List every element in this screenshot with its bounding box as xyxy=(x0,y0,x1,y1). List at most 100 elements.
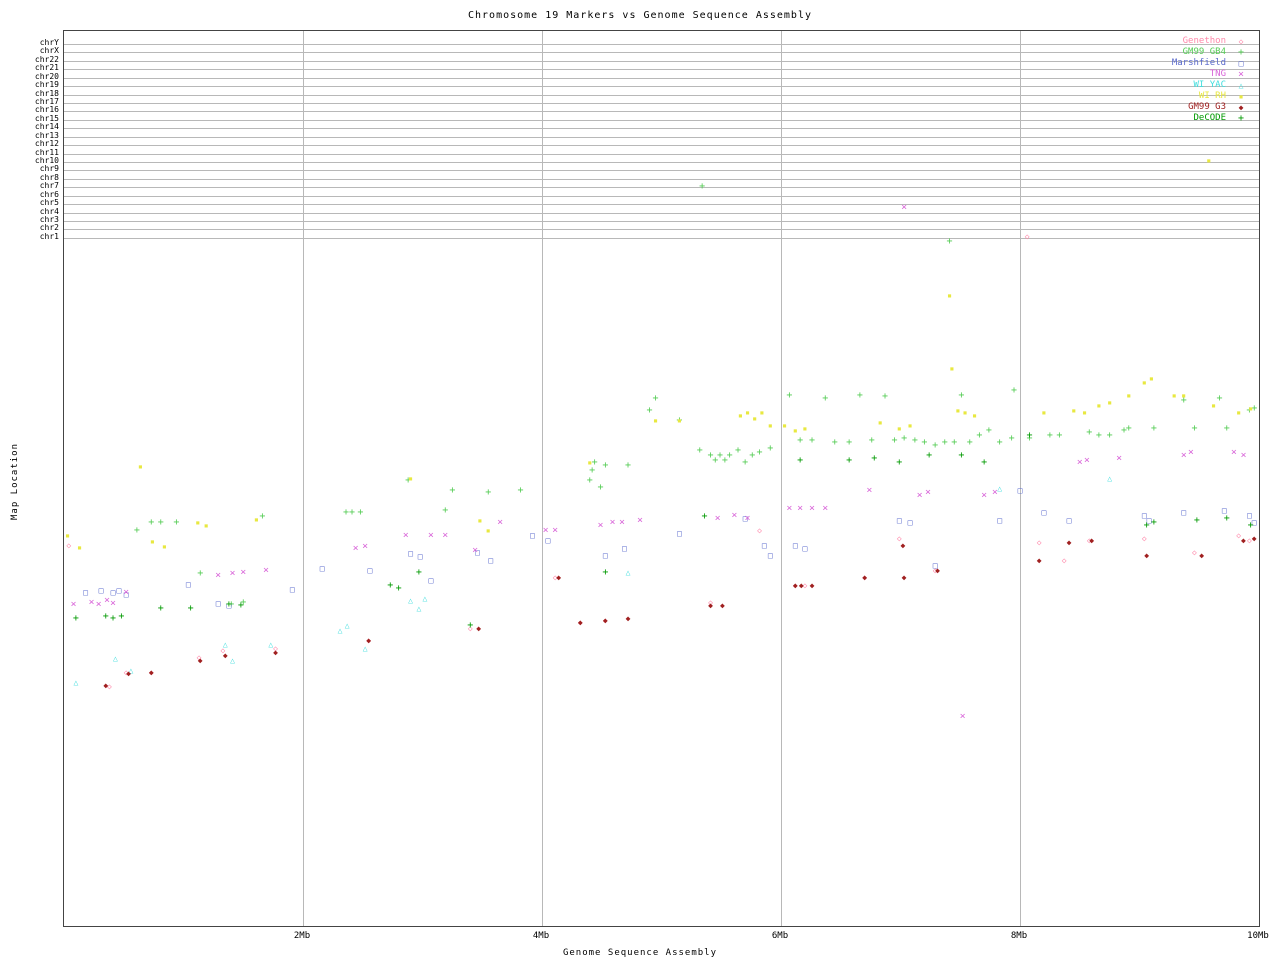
data-point: ◇ xyxy=(932,565,938,575)
data-point: × xyxy=(744,512,751,524)
data-point: △ xyxy=(408,596,413,606)
data-point: ▪ xyxy=(1096,401,1102,410)
data-point: □ xyxy=(907,518,913,528)
chromosome-gridline xyxy=(64,52,1259,54)
data-point: □ xyxy=(932,561,938,571)
data-point: ◇ xyxy=(106,682,112,692)
data-point: ▪ xyxy=(253,514,259,524)
legend-label: GM99 GB4 xyxy=(1182,47,1226,57)
data-point: + xyxy=(756,447,763,459)
data-point: △ xyxy=(362,644,368,654)
data-point: ◇ xyxy=(1192,547,1197,557)
data-point: + xyxy=(442,504,449,516)
data-point: ◇ xyxy=(366,636,372,646)
data-point: + xyxy=(118,611,125,623)
data-point: ▪ xyxy=(587,458,593,468)
y-tick-label: chr12 xyxy=(34,139,59,149)
data-point: ▪ xyxy=(1149,374,1154,384)
data-point: □ xyxy=(1221,505,1227,515)
data-point: + xyxy=(926,450,933,462)
chromosome-gridline xyxy=(64,111,1259,113)
data-point: ◇ xyxy=(896,534,902,544)
data-point: + xyxy=(958,450,965,462)
dot-icon: ▪ xyxy=(1238,92,1244,101)
data-point: ▪ xyxy=(877,418,883,427)
data-point: + xyxy=(699,180,706,192)
data-point: + xyxy=(415,567,422,579)
data-point: × xyxy=(229,568,236,580)
x-tick-label: 10Mb xyxy=(1247,931,1269,941)
data-point: ▪ xyxy=(767,420,773,430)
data-point: + xyxy=(259,510,266,522)
data-point: ◇ xyxy=(1247,536,1252,546)
data-point: ▪ xyxy=(1141,377,1147,387)
data-point: + xyxy=(357,507,364,519)
cross-icon: × xyxy=(1237,69,1245,80)
y-tick-label: chr15 xyxy=(34,113,59,123)
data-point: □ xyxy=(802,544,808,554)
data-point: ▪ xyxy=(1181,391,1187,401)
x-gridline xyxy=(542,31,543,926)
open-triangle-icon: △ xyxy=(1238,81,1244,90)
data-point: × xyxy=(609,517,616,529)
data-point: □ xyxy=(367,565,373,575)
data-point: □ xyxy=(622,544,627,554)
data-point: × xyxy=(472,544,479,556)
data-point: × xyxy=(1180,450,1187,462)
data-point: ▪ xyxy=(1236,408,1242,418)
data-point: + xyxy=(1223,512,1230,524)
x-tick-label: 6Mb xyxy=(771,931,789,941)
x-gridline xyxy=(781,31,782,926)
chromosome-gridline xyxy=(64,60,1259,62)
data-point: □ xyxy=(761,540,767,550)
data-point: + xyxy=(1106,430,1113,442)
data-point: + xyxy=(996,436,1003,448)
chromosome-gridline xyxy=(64,136,1259,138)
data-point: △ xyxy=(337,625,343,635)
chromosome-gridline xyxy=(64,212,1259,214)
data-point: + xyxy=(786,390,793,402)
data-point: + xyxy=(237,599,244,611)
chromosome-gridline xyxy=(64,237,1259,239)
data-point: ▪ xyxy=(161,542,167,552)
data-point: ◇ xyxy=(1061,555,1067,565)
data-point: + xyxy=(676,415,683,427)
y-tick-label: chr6 xyxy=(39,189,59,199)
plus-icon: + xyxy=(1237,113,1245,124)
data-point: ▪ xyxy=(752,414,758,424)
data-point: + xyxy=(405,475,412,487)
data-point: + xyxy=(891,434,898,446)
data-point: + xyxy=(485,486,492,498)
y-axis-label: Map Location xyxy=(10,442,20,520)
data-point: □ xyxy=(319,563,325,573)
legend-label: Genethon xyxy=(1182,36,1226,46)
y-tick-label: chr9 xyxy=(39,164,59,174)
data-point: ◆ xyxy=(476,623,482,633)
data-point: □ xyxy=(896,515,902,525)
data-point: ◆ xyxy=(1241,536,1246,546)
data-point: + xyxy=(228,598,235,610)
data-point: + xyxy=(881,391,888,403)
data-point: □ xyxy=(1247,511,1252,521)
data-point: ◇ xyxy=(66,540,72,550)
data-point: + xyxy=(767,442,774,454)
data-point: ◇ xyxy=(862,572,868,582)
data-point: + xyxy=(591,457,598,469)
data-point: × xyxy=(497,517,504,529)
data-point: + xyxy=(797,454,804,466)
data-point: × xyxy=(262,564,269,576)
data-point: × xyxy=(866,485,873,497)
data-point: ▪ xyxy=(907,420,913,430)
data-point: ◇ xyxy=(602,615,608,625)
data-point: × xyxy=(1187,447,1194,459)
legend-label: DeCODE xyxy=(1193,113,1226,123)
chromosome-gridline xyxy=(64,145,1259,147)
data-point: □ xyxy=(215,598,221,608)
open-diamond-icon: ◇ xyxy=(1238,37,1244,46)
data-point: + xyxy=(197,568,204,580)
data-point: ◆ xyxy=(148,667,154,677)
data-point: ▪ xyxy=(962,408,968,418)
data-point: ▪ xyxy=(782,420,787,430)
data-point: □ xyxy=(116,586,122,596)
data-point: ◇ xyxy=(123,667,129,677)
